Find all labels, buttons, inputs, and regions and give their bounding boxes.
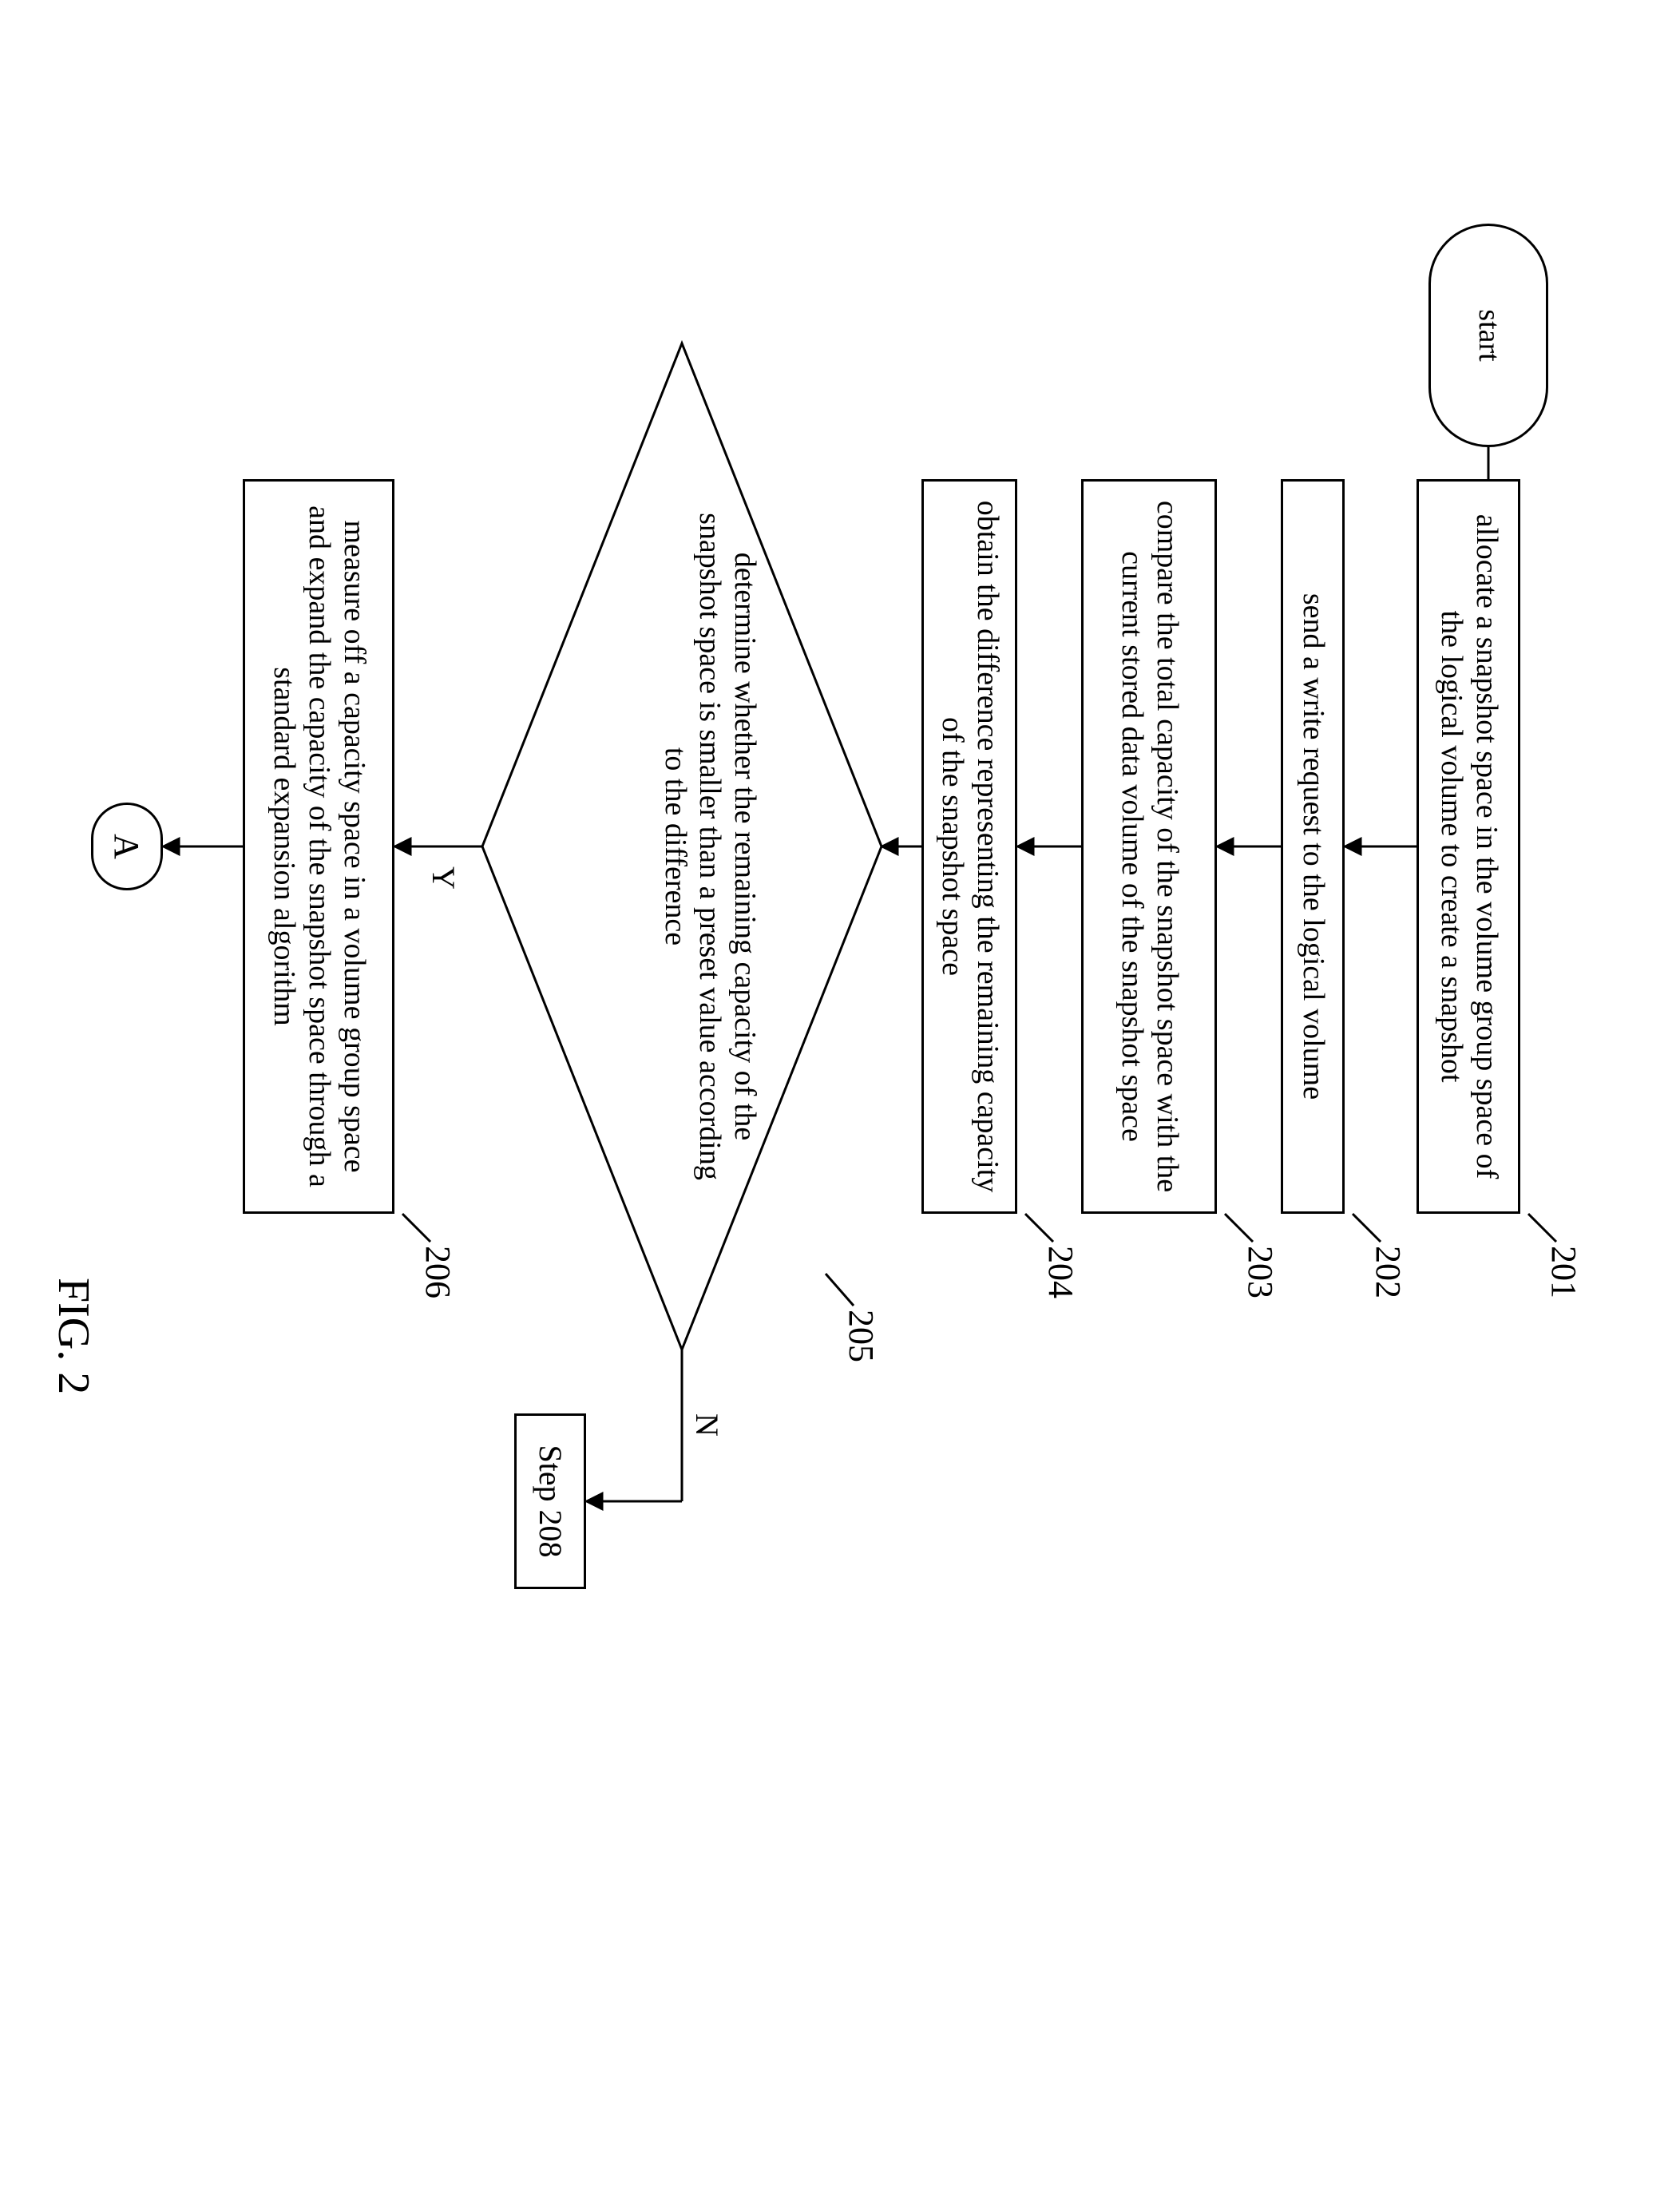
- step-201-text: allocate a snapshot space in the volume …: [1433, 496, 1503, 1197]
- step-201-box: allocate a snapshot space in the volume …: [1417, 479, 1520, 1214]
- figure-label: FIG. 2: [48, 1278, 99, 1394]
- flowchart-canvas: start allocate a snapshot space in the v…: [0, 0, 1680, 1680]
- step-205-num: 205: [841, 1310, 882, 1362]
- step-201-num: 201: [1543, 1246, 1584, 1298]
- step-202-num: 202: [1368, 1246, 1409, 1298]
- step-204-box: obtain the difference representing the r…: [921, 479, 1017, 1214]
- step-206-text: measure off a capacity space in a volume…: [266, 496, 370, 1197]
- step-202-box: send a write request to the logical volu…: [1281, 479, 1345, 1214]
- step-208-box: Step 208: [514, 1413, 586, 1589]
- step-203-num: 203: [1240, 1246, 1281, 1298]
- start-label: start: [1471, 309, 1506, 361]
- step-206-num: 206: [418, 1246, 458, 1298]
- step-204-text: obtain the difference representing the r…: [934, 496, 1004, 1197]
- connector-a-label: A: [107, 834, 148, 859]
- branch-no-label: N: [688, 1413, 726, 1437]
- step-205-text: determine whether the remaining capacity…: [659, 513, 762, 1180]
- start-terminator: start: [1428, 224, 1548, 447]
- connector-a: A: [91, 803, 163, 890]
- step-206-box: measure off a capacity space in a volume…: [243, 479, 394, 1214]
- step-203-text: compare the total capacity of the snapsh…: [1114, 496, 1183, 1197]
- step-203-box: compare the total capacity of the snapsh…: [1081, 479, 1217, 1214]
- step-208-text: Step 208: [532, 1445, 569, 1557]
- branch-yes-label: Y: [425, 866, 462, 890]
- step-205-decision: determine whether the remaining capacity…: [657, 503, 762, 1190]
- step-202-text: send a write request to the logical volu…: [1295, 593, 1330, 1100]
- step-204-num: 204: [1040, 1246, 1081, 1298]
